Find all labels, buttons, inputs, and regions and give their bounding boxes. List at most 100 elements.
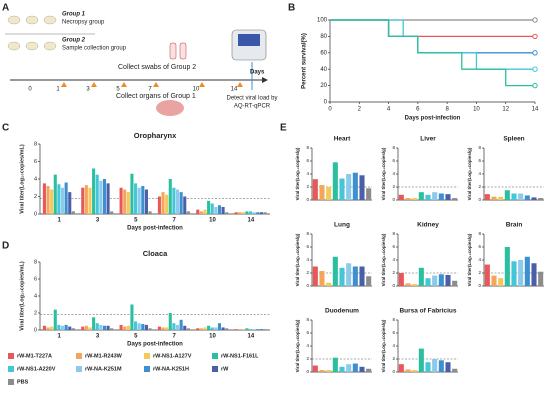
- y-tick-label: 6: [392, 244, 395, 249]
- bar: [498, 196, 504, 200]
- bar: [359, 266, 365, 286]
- bar: [186, 211, 190, 214]
- bar: [221, 327, 225, 330]
- x-tick-label: 0: [328, 107, 332, 113]
- panel-label: E: [280, 123, 287, 134]
- bar: [210, 327, 214, 330]
- bar: [102, 325, 107, 330]
- legend-label: PBS: [17, 379, 29, 385]
- bar: [398, 364, 404, 372]
- bar: [518, 260, 524, 286]
- y-tick-label: 20: [320, 83, 327, 89]
- bar: [259, 329, 263, 330]
- bar: [245, 211, 249, 214]
- bar: [252, 212, 256, 214]
- y-tick-label: 2: [478, 270, 481, 275]
- bar: [179, 192, 183, 214]
- end-marker: [532, 82, 538, 89]
- bar: [130, 173, 134, 214]
- y-axis-label: Percent survival(%): [302, 33, 308, 89]
- bar: [183, 325, 187, 330]
- bar: [438, 274, 444, 286]
- chart-title: Bursa of Fabricius: [399, 308, 456, 315]
- bar: [196, 209, 200, 214]
- bar: [141, 186, 145, 214]
- chart-title: Spleen: [503, 136, 524, 143]
- bar: [484, 264, 490, 286]
- bar: [259, 212, 263, 214]
- y-tick-label: 0: [392, 369, 395, 374]
- bar: [68, 192, 72, 214]
- y-tick-label: 6: [306, 244, 309, 249]
- bar: [352, 172, 358, 200]
- legend-marker: [8, 353, 14, 359]
- bar: [60, 325, 65, 330]
- y-tick-label: 2: [306, 184, 309, 189]
- bar: [137, 323, 141, 330]
- bar: [46, 186, 50, 214]
- bar: [366, 368, 372, 372]
- bar: [484, 194, 490, 200]
- bar: [168, 179, 172, 214]
- bar: [491, 196, 497, 200]
- bar: [326, 187, 332, 200]
- bar: [214, 207, 218, 214]
- bar: [511, 193, 517, 200]
- bar: [46, 327, 50, 330]
- bar: [81, 326, 85, 330]
- bar: [319, 271, 325, 286]
- bar: [432, 192, 438, 200]
- y-tick-label: 8: [392, 317, 395, 322]
- bar: [225, 328, 229, 330]
- x-tick-label: 5: [134, 334, 138, 340]
- chart-title: Lung: [334, 222, 350, 229]
- bar: [312, 179, 318, 200]
- bar: [68, 326, 72, 330]
- bar: [71, 328, 75, 330]
- bar: [504, 190, 510, 200]
- bar: [438, 360, 444, 372]
- y-tick-label: 4: [306, 343, 309, 348]
- bar: [425, 278, 431, 286]
- bar: [157, 326, 161, 330]
- legend-marker: [8, 366, 14, 372]
- legend-marker: [212, 353, 218, 359]
- y-tick-label: 8: [478, 231, 481, 236]
- bar: [144, 189, 148, 214]
- sample-marker: [91, 82, 97, 87]
- y-tick-label: 2: [34, 194, 37, 200]
- y-tick-label: 100: [317, 18, 328, 24]
- bar: [339, 366, 345, 372]
- bar: [445, 362, 451, 372]
- y-tick-label: 8: [392, 145, 395, 150]
- y-tick-label: 2: [306, 356, 309, 361]
- chart-title: Kidney: [417, 222, 439, 229]
- y-tick-label: 0: [392, 283, 395, 288]
- bar: [352, 363, 358, 372]
- bar: [57, 184, 61, 214]
- bar: [126, 192, 130, 214]
- bar: [196, 328, 200, 330]
- bar: [312, 365, 318, 372]
- bar: [161, 192, 165, 214]
- step-label: Collect swabs of Group 2: [118, 64, 196, 71]
- bar: [398, 194, 404, 200]
- bar: [366, 188, 372, 200]
- bar: [179, 319, 183, 330]
- bar: [199, 328, 203, 330]
- y-tick-label: 8: [306, 145, 309, 150]
- timeline-diagram: [5, 15, 268, 116]
- group-desc: Sample collection group: [62, 46, 127, 52]
- y-tick-label: 2: [306, 270, 309, 275]
- chart-title: Duodenum: [325, 308, 359, 315]
- chart-title: Heart: [334, 136, 351, 143]
- x-tick-label: 2: [358, 107, 362, 113]
- bar: [203, 327, 207, 330]
- y-tick-label: 8: [34, 141, 37, 147]
- bar: [452, 280, 458, 286]
- bar: [498, 278, 504, 286]
- bar: [332, 162, 338, 200]
- bar: [148, 211, 152, 214]
- bar: [531, 263, 537, 286]
- chart-title: Oropharynx: [134, 131, 177, 140]
